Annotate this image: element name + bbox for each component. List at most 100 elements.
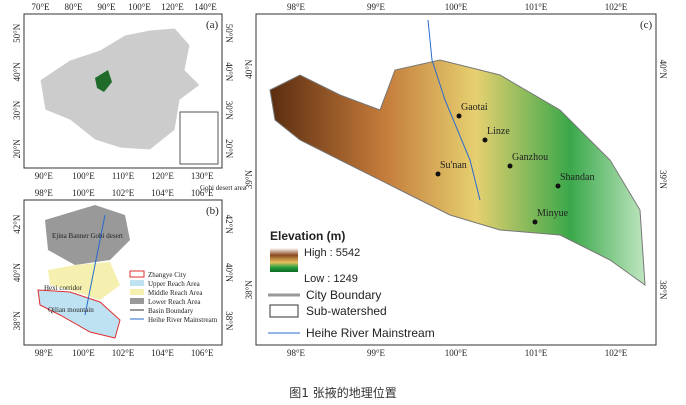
- top-tick-label: 99°E: [367, 2, 386, 12]
- city-dot: [435, 171, 441, 177]
- area-label: Hexi corridor: [44, 284, 83, 292]
- river-b: [84, 214, 106, 316]
- city-label: Linze: [487, 126, 510, 137]
- caption: 图1 张掖的地理位置: [289, 386, 397, 400]
- bottom-tick-label: 100°E: [72, 171, 95, 181]
- top-tick-label: 90°E: [97, 2, 116, 12]
- area-label: Qilian mountain: [48, 306, 94, 314]
- top-tick-label: 140°E: [194, 2, 217, 12]
- top-tick-label: 101°E: [525, 2, 548, 12]
- city-dot: [456, 113, 462, 119]
- top-tick-label: 100°E: [445, 2, 468, 12]
- left-tick-label: 39°N: [244, 169, 254, 189]
- legend-label: Sub-watershed: [306, 304, 387, 318]
- legend-label: Upper Reach Area: [148, 280, 201, 288]
- bottom-tick-label: 102°E: [605, 348, 628, 358]
- legend-label: Basin Boundary: [148, 307, 194, 315]
- top-tick-label: 100°E: [128, 2, 151, 12]
- right-tick-label: 40°N: [224, 62, 234, 82]
- china-outline: [39, 27, 201, 151]
- left-tick-label: 40°N: [244, 59, 254, 79]
- bottom-tick-label: 106°E: [191, 348, 214, 358]
- left-tick-label: 50°N: [12, 23, 22, 43]
- left-tick-label: 20°N: [12, 139, 22, 159]
- right-tick-label: 38°N: [658, 280, 668, 300]
- right-tick-label: 40°N: [224, 263, 234, 283]
- legend-label: Zhangye City: [148, 271, 187, 279]
- city-label: Shandan: [560, 172, 594, 183]
- top-tick-label: 100°E: [72, 188, 95, 198]
- lower-reach: [45, 205, 130, 265]
- legend-low: Low : 1249: [304, 273, 358, 285]
- legend-swatch: [130, 289, 144, 295]
- city-dot: [555, 183, 561, 189]
- top-tick-label: 106°E: [191, 188, 214, 198]
- top-tick-label: 120°E: [161, 2, 184, 12]
- legend-label: Heihe River Mainstream: [148, 316, 218, 324]
- city-dot: [507, 163, 513, 169]
- right-tick-label: 50°N: [224, 24, 234, 44]
- legend-high: High : 5542: [304, 247, 360, 259]
- left-tick-label: 38°N: [244, 280, 254, 300]
- sub-watershed-swatch: [269, 304, 299, 318]
- left-tick-label: 40°N: [12, 62, 22, 82]
- legend-label: City Boundary: [306, 288, 381, 302]
- left-tick-label: 42°N: [12, 214, 22, 234]
- top-tick-label: 104°E: [151, 188, 174, 198]
- city-label: Ganzhou: [512, 152, 548, 163]
- legend-label: Lower Reach Area: [148, 298, 201, 306]
- left-tick-label: 38°N: [12, 311, 22, 331]
- bottom-tick-label: 100°E: [445, 348, 468, 358]
- bottom-tick-label: 90°E: [35, 171, 54, 181]
- bottom-tick-label: 110°E: [112, 171, 135, 181]
- right-tick-label: 20°N: [224, 139, 234, 159]
- legend-title: Elevation (m): [270, 229, 345, 243]
- left-tick-label: 40°N: [12, 262, 22, 282]
- river-c: [427, 19, 481, 201]
- bottom-tick-label: 98°E: [287, 348, 306, 358]
- top-tick-label: 102°E: [605, 2, 628, 12]
- bottom-tick-label: 120°E: [151, 171, 174, 181]
- legend-swatch: [130, 280, 144, 286]
- bottom-tick-label: 102°E: [112, 348, 135, 358]
- bottom-tick-label: 130°E: [191, 171, 214, 181]
- map-figure: 70°E 80°E 90°E 100°E 120°E 140°E 90°E 100°E 110°…: [12, 2, 668, 358]
- top-tick-label: 98°E: [35, 188, 54, 198]
- panel-label: (b): [206, 205, 219, 217]
- upper-reach: [37, 289, 121, 339]
- city-dot: [482, 137, 488, 143]
- right-tick-label: 38°N: [224, 311, 234, 331]
- bottom-tick-label: 101°E: [525, 348, 548, 358]
- city-label: Gaotai: [461, 102, 488, 113]
- panel-label: (a): [206, 19, 219, 31]
- legend-swatch: [129, 270, 145, 278]
- top-tick-label: 80°E: [64, 2, 83, 12]
- city-dot: [532, 219, 538, 225]
- bottom-tick-label: 98°E: [35, 348, 54, 358]
- corner-note: Gobi desert area: [200, 184, 247, 192]
- elevation-area: [269, 59, 646, 287]
- legend-swatch: [130, 298, 144, 304]
- city-label: Su'nan: [440, 160, 467, 171]
- top-tick-label: 70°E: [31, 2, 50, 12]
- legend-label: Middle Reach Area: [148, 289, 203, 297]
- right-tick-label: 39°N: [658, 170, 668, 190]
- top-tick-label: 98°E: [287, 2, 306, 12]
- right-tick-label: 30°N: [224, 101, 234, 121]
- area-label: Ejina Banner Gobi desert: [52, 232, 123, 240]
- left-tick-label: 30°N: [12, 100, 22, 120]
- legend-label: Heihe River Mainstream: [306, 326, 435, 340]
- middle-reach: [48, 262, 120, 300]
- bottom-tick-label: 104°E: [151, 348, 174, 358]
- elevation-ramp: [270, 248, 298, 272]
- bottom-tick-label: 100°E: [72, 348, 95, 358]
- zhangye-location: [95, 70, 112, 92]
- top-tick-label: 102°E: [112, 188, 135, 198]
- city-label: Minyue: [537, 208, 569, 219]
- inset-box: [179, 111, 219, 165]
- right-tick-label: 42°N: [224, 215, 234, 235]
- bottom-tick-label: 99°E: [367, 348, 386, 358]
- panel-label: (c): [640, 19, 653, 31]
- right-tick-label: 40°N: [658, 60, 668, 80]
